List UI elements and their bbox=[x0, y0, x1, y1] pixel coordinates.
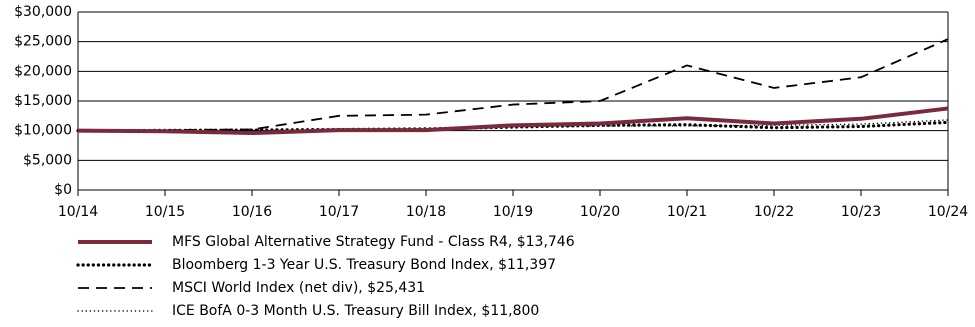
x-tick-label: 10/14 bbox=[58, 204, 98, 220]
legend-label: Bloomberg 1-3 Year U.S. Treasury Bond In… bbox=[172, 257, 556, 273]
y-tick-label: $10,000 bbox=[14, 123, 72, 139]
x-tick-label: 10/16 bbox=[232, 204, 272, 220]
y-tick-label: $20,000 bbox=[14, 63, 72, 79]
x-tick-label: 10/24 bbox=[928, 204, 968, 220]
series-line bbox=[77, 38, 949, 132]
x-tick-label: 10/15 bbox=[145, 204, 185, 220]
x-tick-label: 10/17 bbox=[319, 204, 359, 220]
y-tick-label: $0 bbox=[54, 182, 72, 198]
legend-label: ICE BofA 0-3 Month U.S. Treasury Bill In… bbox=[172, 303, 539, 319]
series-line bbox=[77, 106, 949, 136]
y-tick-label: $15,000 bbox=[14, 93, 72, 109]
x-tick-label: 10/18 bbox=[406, 204, 446, 220]
x-tick-label: 10/22 bbox=[754, 204, 794, 220]
legend-label: MSCI World Index (net div), $25,431 bbox=[172, 280, 425, 296]
legend-label: MFS Global Alternative Strategy Fund - C… bbox=[172, 234, 575, 250]
x-tick-label: 10/20 bbox=[580, 204, 620, 220]
y-tick-label: $30,000 bbox=[14, 4, 72, 20]
x-tick-label: 10/21 bbox=[667, 204, 707, 220]
x-tick-label: 10/23 bbox=[841, 204, 881, 220]
y-tick-label: $25,000 bbox=[14, 34, 72, 50]
y-tick-label: $5,000 bbox=[23, 152, 72, 168]
x-tick-label: 10/19 bbox=[493, 204, 533, 220]
